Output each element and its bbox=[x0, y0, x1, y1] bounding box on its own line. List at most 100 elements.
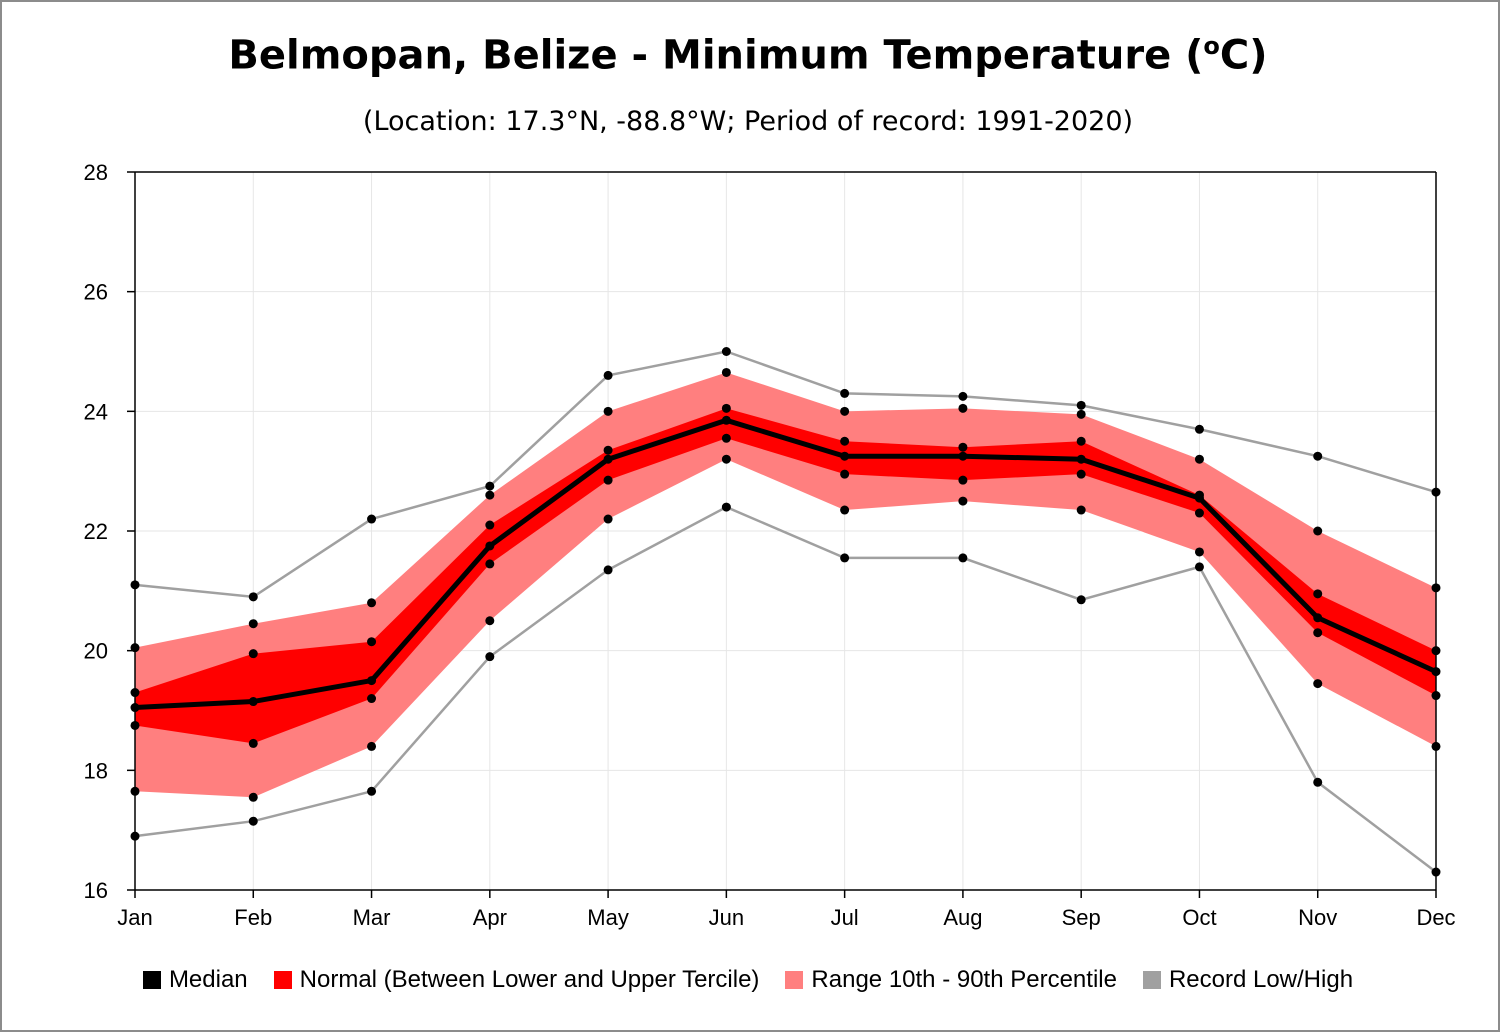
normal-upper-point bbox=[485, 520, 495, 530]
record-high-point bbox=[1076, 400, 1086, 410]
record-low-point bbox=[1313, 777, 1323, 787]
record-low-point bbox=[367, 786, 377, 796]
median-point bbox=[603, 454, 613, 464]
record-high-point bbox=[485, 481, 495, 491]
x-tick-label: Feb bbox=[234, 905, 272, 930]
normal-lower-point bbox=[958, 475, 968, 485]
x-tick-label: Mar bbox=[353, 905, 391, 930]
record-high-point bbox=[1194, 424, 1204, 434]
range-lower-point bbox=[721, 454, 731, 464]
range-upper-point bbox=[840, 406, 850, 416]
median-point bbox=[1076, 454, 1086, 464]
normal-lower-point bbox=[1194, 508, 1204, 518]
normal-upper-point bbox=[1313, 589, 1323, 599]
normal-tercile-band bbox=[135, 408, 1436, 744]
range-lower-point bbox=[840, 505, 850, 515]
record-high-point bbox=[1313, 451, 1323, 461]
normal-upper-point bbox=[840, 436, 850, 446]
record-low-point bbox=[958, 553, 968, 563]
record-low-point bbox=[1076, 595, 1086, 605]
range-lower-point bbox=[1313, 679, 1323, 689]
median-point bbox=[248, 697, 258, 707]
median-point bbox=[367, 676, 377, 686]
normal-lower-point bbox=[1076, 469, 1086, 479]
record-low-point bbox=[1194, 562, 1204, 572]
legend-swatch-record bbox=[1142, 971, 1161, 989]
normal-lower-point bbox=[248, 738, 258, 748]
x-tick-label: Sep bbox=[1062, 905, 1101, 930]
record-low-point bbox=[485, 652, 495, 662]
median-line bbox=[134, 417, 1438, 711]
record-high-point bbox=[721, 347, 731, 356]
median-point bbox=[1194, 493, 1204, 503]
normal-lower-point bbox=[603, 475, 613, 485]
normal-upper-point bbox=[721, 403, 731, 413]
y-tick-label: 28 bbox=[84, 160, 108, 185]
range-upper-point bbox=[485, 490, 495, 500]
legend-item-range: Range 10th - 90th Percentile bbox=[785, 966, 1117, 994]
record-high-point bbox=[603, 370, 613, 380]
normal-lower-point bbox=[485, 559, 495, 569]
record-high-point bbox=[248, 592, 258, 602]
chart-title: Belmopan, Belize - Minimum Temperature (… bbox=[228, 32, 1268, 79]
normal-upper-point bbox=[367, 637, 377, 647]
normal-upper-point bbox=[248, 649, 258, 659]
range-upper-point bbox=[367, 598, 377, 608]
normal-lower-point bbox=[721, 433, 731, 443]
record-high-line bbox=[134, 350, 1437, 599]
y-tick-label: 26 bbox=[84, 280, 108, 305]
x-tick-label: Jul bbox=[831, 905, 859, 930]
record-low-point bbox=[721, 502, 731, 512]
range-upper-point bbox=[1194, 454, 1204, 464]
y-tick-label: 20 bbox=[84, 639, 108, 664]
record-low-point bbox=[603, 565, 613, 575]
record-low-point bbox=[840, 553, 850, 563]
median-point bbox=[840, 451, 850, 461]
range-upper-point bbox=[1076, 409, 1086, 419]
y-tick-label: 24 bbox=[84, 399, 108, 424]
x-tick-label: Nov bbox=[1298, 905, 1337, 930]
y-tick-label: 22 bbox=[84, 519, 108, 544]
legend-item-median: Median bbox=[142, 966, 248, 994]
range-lower-point bbox=[1076, 505, 1086, 515]
median-point bbox=[1313, 613, 1323, 623]
median-point bbox=[485, 541, 495, 551]
record-high-point bbox=[840, 388, 850, 398]
range-lower-point bbox=[1194, 547, 1204, 557]
legend-swatch-median bbox=[142, 971, 161, 989]
median-point bbox=[721, 415, 731, 425]
x-tick-label: Jan bbox=[117, 905, 152, 930]
range-upper-point bbox=[721, 367, 731, 377]
normal-lower-point bbox=[1313, 628, 1323, 638]
normal-upper-point bbox=[958, 442, 968, 452]
x-tick-label: Aug bbox=[943, 905, 982, 930]
range-lower-point bbox=[367, 741, 377, 751]
x-tick-label: Dec bbox=[1416, 905, 1455, 930]
range-lower-point bbox=[958, 496, 968, 506]
y-tick-label: 16 bbox=[84, 878, 108, 903]
legend-label-normal: Normal (Between Lower and Upper Tercile) bbox=[299, 966, 760, 993]
range-lower-point bbox=[485, 616, 495, 626]
range-lower-point bbox=[248, 792, 258, 802]
record-high-point bbox=[367, 514, 377, 524]
x-tick-label: Oct bbox=[1182, 905, 1216, 930]
range-upper-point bbox=[248, 619, 258, 629]
chart-subtitle: (Location: 17.3°N, -88.8°W; Period of re… bbox=[362, 106, 1134, 137]
normal-lower-point bbox=[840, 469, 850, 479]
x-tick-label: Apr bbox=[473, 905, 507, 930]
legend-swatch-normal bbox=[273, 971, 292, 989]
normal-upper-point bbox=[1076, 436, 1086, 446]
range-lower-point bbox=[603, 514, 613, 524]
median-point bbox=[958, 451, 968, 461]
legend-label-median: Median bbox=[168, 966, 248, 993]
normal-upper-point bbox=[603, 445, 613, 455]
range-upper-point bbox=[1313, 526, 1323, 536]
x-tick-label: May bbox=[587, 905, 629, 930]
legend-label-record: Record Low/High bbox=[1168, 966, 1354, 993]
record-low-point bbox=[248, 816, 258, 826]
y-tick-label: 18 bbox=[84, 758, 108, 783]
legend-item-normal: Normal (Between Lower and Upper Tercile) bbox=[273, 966, 760, 994]
legend-label-range: Range 10th - 90th Percentile bbox=[811, 966, 1117, 993]
range-upper-point bbox=[958, 403, 968, 413]
